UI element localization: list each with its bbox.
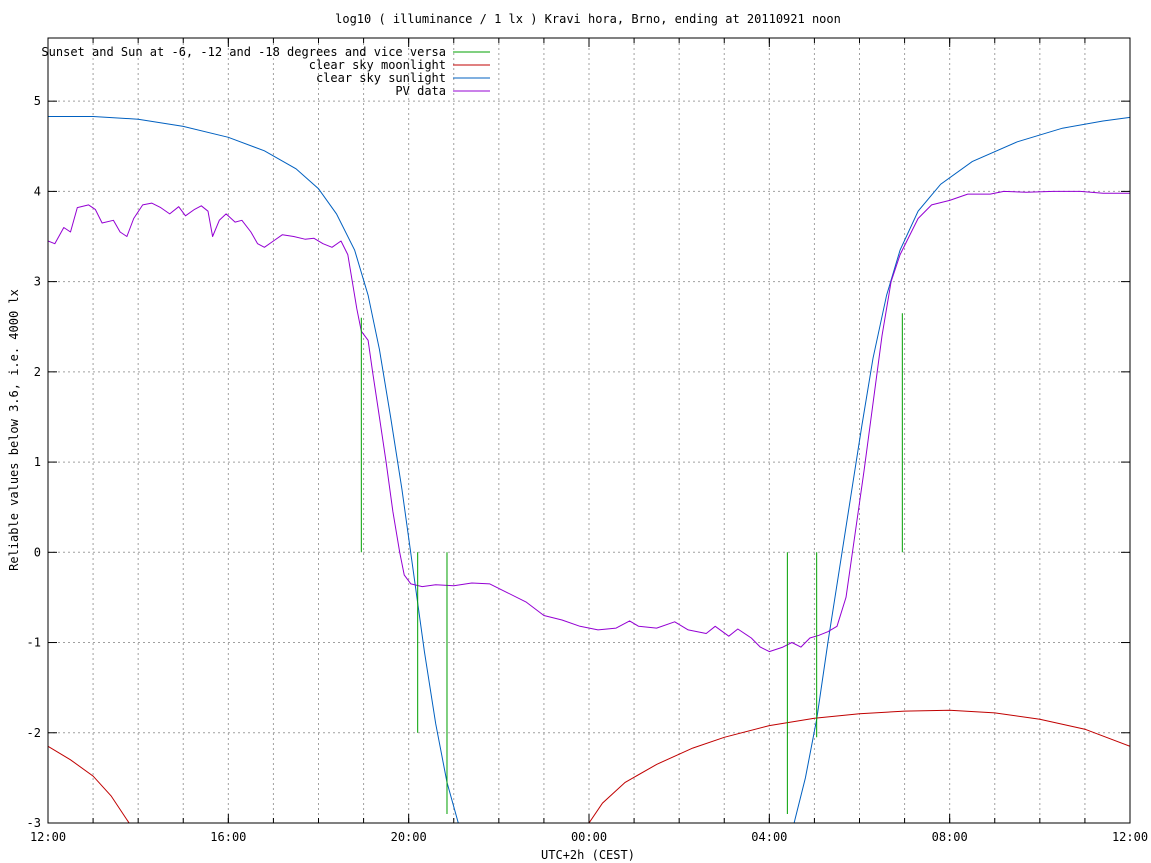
series-line-clear-sky-moonlight <box>48 745 130 823</box>
y-tick-label: -2 <box>27 726 41 740</box>
y-tick-label: 5 <box>34 94 41 108</box>
x-axis-label: UTC+2h (CEST) <box>541 848 635 862</box>
x-tick-label: 16:00 <box>210 830 246 844</box>
x-tick-label: 12:00 <box>1112 830 1148 844</box>
y-tick-label: 4 <box>34 184 41 198</box>
x-tick-label: 00:00 <box>571 830 607 844</box>
x-tick-label: 20:00 <box>391 830 427 844</box>
chart-title: log10 ( illuminance / 1 lx ) Kravi hora,… <box>335 12 841 26</box>
plot-frame <box>47 37 1131 824</box>
x-tick-label: 12:00 <box>30 830 66 844</box>
y-tick-label: 0 <box>34 545 41 559</box>
series-layer <box>48 116 1130 823</box>
legend-label: clear sky sunlight <box>316 71 446 85</box>
legend-label: PV data <box>395 84 446 98</box>
series-line-clear-sky-sunlight <box>48 116 459 823</box>
y-tick-label: 3 <box>34 275 41 289</box>
y-tick-label: 1 <box>34 455 41 469</box>
series-line-clear-sky-moonlight <box>588 709 1130 823</box>
y-tick-label: 2 <box>34 365 41 379</box>
series-line-pv-data <box>48 190 1130 653</box>
series-line-clear-sky-sunlight <box>793 116 1130 823</box>
y-tick-label: -1 <box>27 636 41 650</box>
y-tick-label: -3 <box>27 816 41 830</box>
ticks: 12:00 16:00 20:00 00:00 04:00 08:00 12:00-3-2-… <box>27 38 1148 844</box>
x-tick-label: 08:00 <box>932 830 968 844</box>
legend: Sunset and Sun at -6, -12 and -18 degree… <box>41 45 490 98</box>
grid <box>48 38 1130 823</box>
legend-label: Sunset and Sun at -6, -12 and -18 degree… <box>41 45 446 59</box>
legend-label: clear sky moonlight <box>309 58 446 72</box>
x-tick-label: 04:00 <box>751 830 787 844</box>
y-axis-label: Reliable values below 3.6, i.e. 4000 lx <box>7 289 21 571</box>
